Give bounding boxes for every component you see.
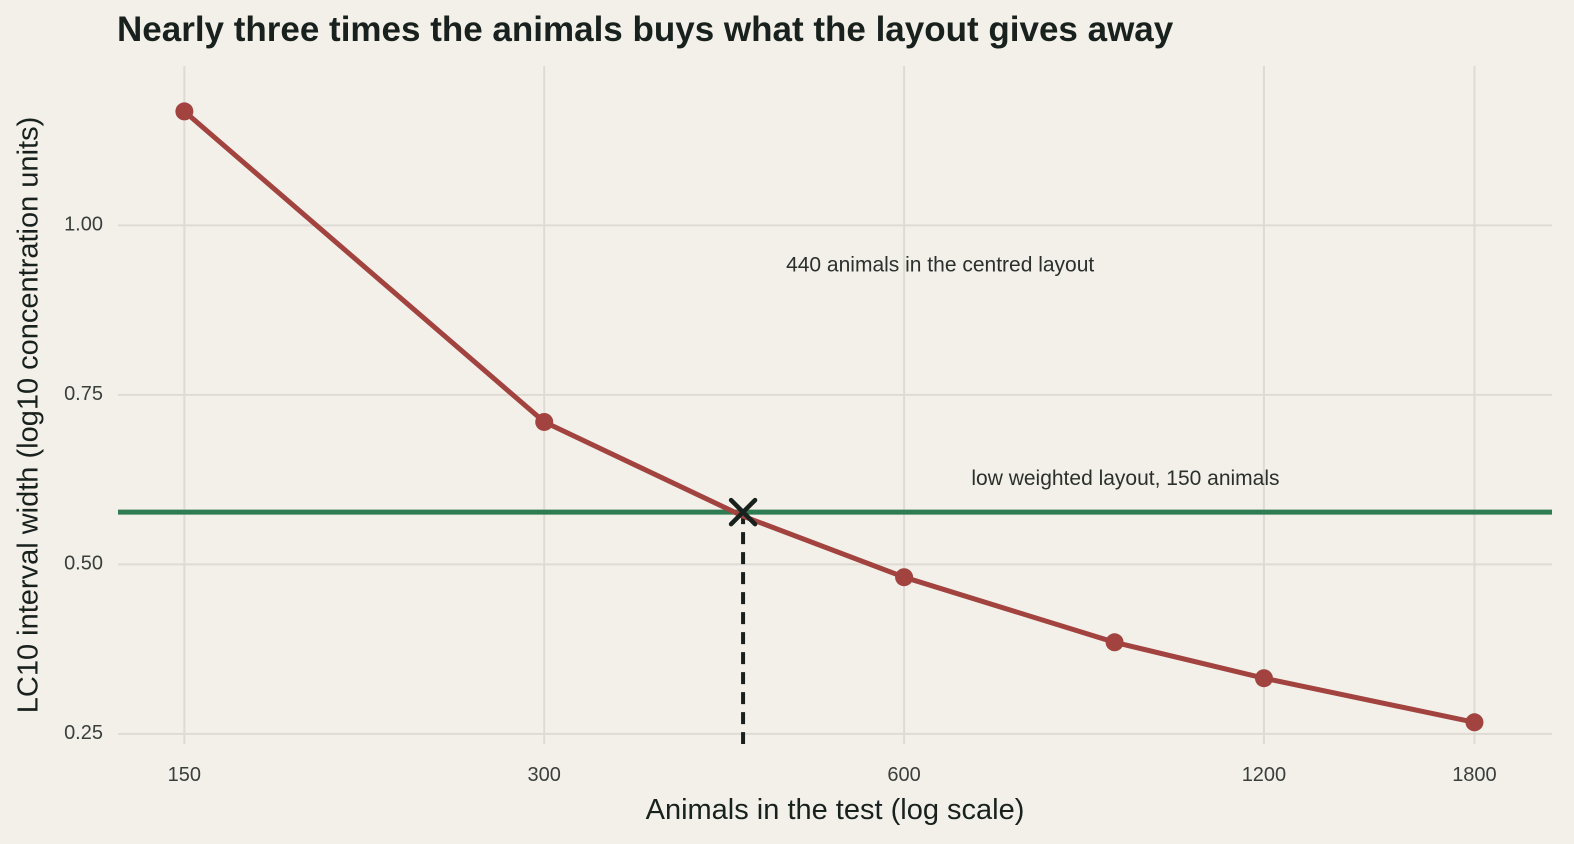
reference-layer — [118, 509, 1552, 744]
chart-title: Nearly three times the animals buys what… — [117, 10, 1174, 49]
reference-line-annotation: low weighted layout, 150 animals — [971, 467, 1279, 490]
x-tick-label: 1800 — [1452, 764, 1497, 786]
data-point — [1105, 633, 1124, 652]
data-point — [535, 412, 554, 431]
y-tick-label: 0.25 — [64, 722, 103, 744]
y-axis-label: LC10 interval width (log10 concentration… — [13, 117, 45, 713]
annotation-layer: 440 animals in the centred layout low wei… — [728, 254, 1280, 527]
y-tick-label: 0.75 — [64, 383, 103, 405]
x-tick-label: 150 — [168, 764, 201, 786]
data-point — [1465, 713, 1484, 732]
x-tick-label: 1200 — [1242, 764, 1287, 786]
series-line — [181, 108, 1477, 725]
x-tick-label: 600 — [887, 764, 920, 786]
x-tick-label: 300 — [528, 764, 561, 786]
crossing-marker-stroke — [728, 497, 758, 527]
data-point — [1254, 669, 1273, 688]
data-point — [175, 102, 194, 121]
series-layer — [175, 102, 1484, 732]
data-point — [895, 568, 914, 587]
x-axis-label: Animals in the test (log scale) — [646, 794, 1025, 826]
crossing-annotation: 440 animals in the centred layout — [786, 254, 1094, 277]
y-tick-label: 0.50 — [64, 553, 103, 575]
grid-layer — [118, 66, 1552, 744]
axis-layer: 150 300 600 1200 1800 0.25 0.50 0.75 1.00 Animals… — [13, 117, 1497, 826]
y-tick-label: 1.00 — [64, 214, 103, 236]
